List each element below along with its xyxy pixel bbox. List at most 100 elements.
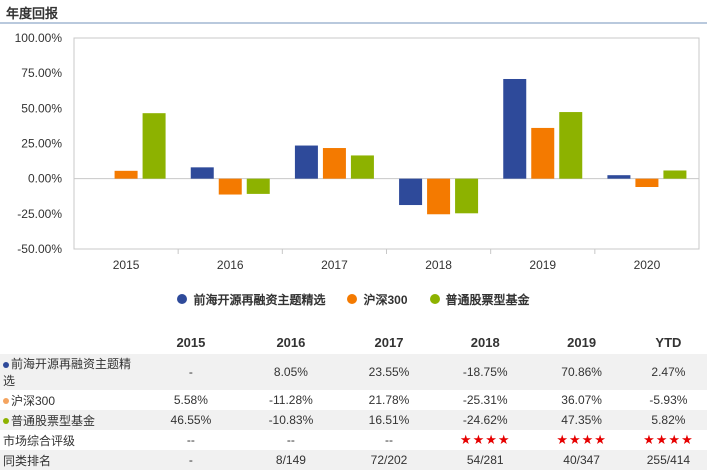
series-dot-icon — [3, 418, 9, 425]
table-row: 市场综合评级 -- -- -- ★★★★ ★★★★ ★★★★ — [0, 430, 707, 450]
bar — [635, 178, 659, 188]
x-tick-label: 2020 — [634, 258, 661, 272]
table-cell: -5.93% — [649, 393, 688, 407]
table-cell: -10.83% — [240, 410, 341, 430]
legend-label: 前海开源再融资主题精选 — [193, 292, 326, 307]
annual-return-chart: 100.00% 75.00% 50.00% 25.00% 0.00% -25.00% -50… — [15, 31, 700, 272]
table-cell: ★★★★ — [556, 432, 607, 447]
column-header: 2016 — [240, 330, 341, 354]
bar — [350, 155, 374, 179]
row-label: 前海开源再融资主题精选 — [3, 357, 132, 388]
table-cell: -18.75% — [437, 354, 534, 390]
column-header: 2017 — [340, 330, 438, 354]
bar — [663, 170, 687, 179]
x-tick-label: 2018 — [425, 258, 452, 272]
column-header: 2019 — [533, 330, 630, 354]
legend-item[interactable]: 沪深300 — [347, 291, 408, 308]
bar — [246, 178, 270, 194]
bar — [190, 167, 214, 179]
bar — [218, 178, 242, 195]
x-tick-label: 2019 — [529, 258, 556, 272]
table-cell: ★★★★ — [459, 432, 511, 447]
bar — [531, 127, 555, 179]
bar — [427, 178, 451, 215]
row-label: 沪深300 — [11, 393, 56, 408]
bar — [455, 178, 479, 214]
chart-legend: 前海开源再融资主题精选 沪深300 普通股票型基金 — [0, 290, 707, 308]
annual-return-table: 2015 2016 2017 2018 2019 YTD 前海开源再融资主题精选 -8.05… — [0, 330, 707, 470]
y-tick-label: -25.00% — [17, 207, 62, 221]
y-tick-label: -50.00% — [17, 242, 62, 256]
x-tick-label: 2015 — [113, 258, 140, 272]
row-label-cell: 前海开源再融资主题精选 — [0, 354, 141, 390]
column-header: 2015 — [140, 330, 241, 354]
table-header-row: 2015 2016 2017 2018 2019 YTD — [0, 330, 707, 354]
column-header: YTD — [629, 330, 707, 354]
y-tick-label: 25.00% — [21, 137, 62, 151]
row-label: 市场综合评级 — [3, 433, 76, 448]
series-dot-icon — [3, 361, 9, 368]
table-cell: -11.28% — [269, 393, 313, 407]
table-cell: 70.86% — [533, 354, 630, 390]
y-tick-label: 50.00% — [21, 101, 62, 115]
bar — [322, 148, 346, 179]
table-cell: - — [140, 354, 241, 390]
table-cell: -- — [186, 433, 195, 447]
row-label-cell: 沪深300 — [0, 390, 141, 410]
table-cell: 54/281 — [437, 450, 534, 470]
table-cell: -- — [286, 433, 295, 447]
bar — [114, 170, 138, 179]
table-cell: 21.78% — [368, 393, 410, 407]
panel-header: 年度回报 — [0, 0, 707, 24]
legend-item[interactable]: 前海开源再融资主题精选 — [177, 291, 325, 308]
table-cell: 47.35% — [533, 410, 630, 430]
bar — [399, 178, 423, 206]
table-cell: 5.82% — [629, 410, 707, 430]
column-header: 2018 — [437, 330, 534, 354]
bar — [607, 175, 631, 179]
legend-swatch — [177, 294, 188, 304]
table-cell: 5.58% — [173, 393, 208, 407]
table-cell: 72/202 — [340, 450, 438, 470]
table-cell: 46.55% — [140, 410, 241, 430]
panel-title: 年度回报 — [6, 6, 59, 21]
legend-label: 沪深300 — [363, 292, 408, 307]
x-tick-label: 2016 — [217, 258, 244, 272]
y-tick-label: 100.00% — [15, 31, 63, 45]
bar — [503, 78, 527, 179]
row-label: 普通股票型基金 — [11, 413, 96, 428]
bar — [294, 145, 318, 179]
table-cell: - — [140, 450, 241, 470]
table-cell: 36.07% — [561, 393, 602, 407]
legend-swatch — [429, 294, 440, 304]
table-row: 沪深300 5.58% -11.28% 21.78% -25.31% 36.07% -5.9… — [0, 390, 707, 410]
legend-item[interactable]: 普通股票型基金 — [429, 291, 530, 308]
row-label-cell: 同类排名 — [0, 450, 141, 470]
y-tick-label: 0.00% — [28, 172, 62, 186]
table-cell: 23.55% — [340, 354, 438, 390]
row-label-cell: 普通股票型基金 — [0, 410, 141, 430]
legend-label: 普通股票型基金 — [445, 292, 530, 307]
row-label: 同类排名 — [3, 453, 52, 468]
table-row: 普通股票型基金 46.55% -10.83% 16.51% -24.62% 47.35% 5… — [0, 410, 707, 430]
table-cell: 2.47% — [629, 354, 707, 390]
x-tick-label: 2017 — [321, 258, 348, 272]
table-cell: 40/347 — [533, 450, 630, 470]
legend-swatch — [347, 294, 358, 304]
table-cell: 255/414 — [629, 450, 707, 470]
table-cell: -25.31% — [462, 393, 508, 407]
row-label-cell: 市场综合评级 — [0, 430, 141, 450]
table-row: 同类排名 -8/149 72/202 54/281 40/347 255/414 — [0, 450, 707, 470]
y-tick-label: 75.00% — [21, 66, 62, 80]
table-cell: -24.62% — [437, 410, 534, 430]
bar — [559, 112, 583, 179]
table-cell: ★★★★ — [643, 432, 694, 447]
bar — [142, 113, 166, 179]
plot-border — [73, 37, 700, 250]
column-header — [0, 330, 141, 354]
series-dot-icon — [3, 398, 9, 405]
table-cell: 8.05% — [240, 354, 341, 390]
table-cell: 16.51% — [340, 410, 438, 430]
table-cell: 8/149 — [240, 450, 341, 470]
table-cell: -- — [384, 433, 393, 447]
